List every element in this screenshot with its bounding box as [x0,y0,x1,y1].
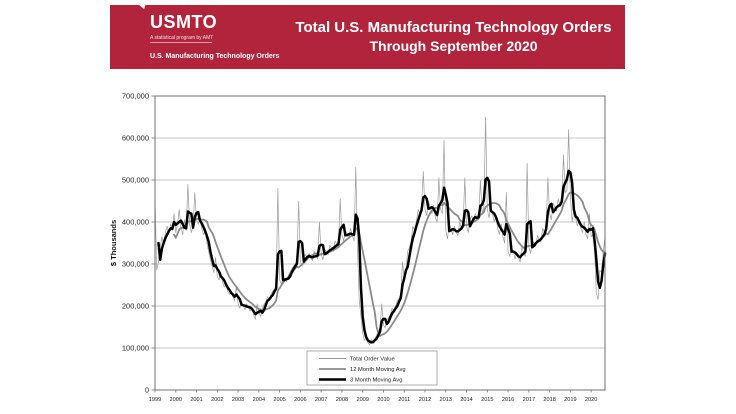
y-tick-label: 700,000 [122,92,149,101]
x-tick-label: 2007 [315,397,327,403]
x-tick-label: 2011 [398,397,410,403]
y-tick-label: 200,000 [122,302,149,311]
x-tick-label: 2017 [523,397,535,403]
x-tick-label: 2006 [294,397,306,403]
y-tick-label: 500,000 [122,176,149,185]
y-tick-label: 600,000 [122,134,149,143]
chart-title-line2: Through September 2020 [369,38,538,55]
x-tick-label: 2003 [232,397,244,403]
legend-label: Total Order Value [350,357,395,363]
x-tick-label: 2000 [170,397,182,403]
x-tick-label: 2016 [502,397,514,403]
x-tick-label: 2014 [460,397,472,403]
x-tick-label: 1999 [149,397,161,403]
logo-tagline: A statistical program by AMT [150,35,214,43]
y-tick-label: 400,000 [122,218,149,227]
chart-title-block: Total U.S. Manufacturing Technology Orde… [288,5,625,69]
x-tick-label: 2009 [356,397,368,403]
usmto-logo-text: USMTO [150,12,218,32]
chart-title-line1: Total U.S. Manufacturing Technology Orde… [295,18,612,36]
y-axis-title: $ Thousands [109,220,118,266]
series-total-order-value [154,116,606,345]
legend-label: 3 Month Moving Avg [350,378,402,384]
x-tick-label: 2020 [585,397,597,403]
x-tick-label: 2008 [336,397,348,403]
x-tick-label: 2012 [419,397,431,403]
y-tick-label: 300,000 [122,260,149,269]
x-tick-label: 2019 [564,397,576,403]
x-tick-label: 2010 [377,397,389,403]
x-tick-label: 2018 [543,397,555,403]
y-tick-label: 0 [145,386,149,395]
x-tick-label: 2001 [190,397,202,403]
x-tick-label: 2002 [211,397,223,403]
legend: Total Order Value 12 Month Moving Avg 3 Mo… [306,350,438,386]
legend-label: 12 Month Moving Avg [350,367,406,373]
plot-border [154,95,606,391]
logo-subtitle: U.S. Manufacturing Technology Orders [150,53,280,60]
y-tick-label: 100,000 [122,344,149,353]
x-tick-label: 2004 [253,397,265,403]
series-3-month-moving-avg [157,169,607,344]
x-tick-label: 2005 [273,397,285,403]
x-tick-label: 2015 [481,397,493,403]
usmto-logo: USMTO A statistical program by AMT U.S. … [110,0,288,69]
x-tick-label: 2013 [440,397,452,403]
header-banner: USMTO A statistical program by AMT U.S. … [110,0,625,69]
